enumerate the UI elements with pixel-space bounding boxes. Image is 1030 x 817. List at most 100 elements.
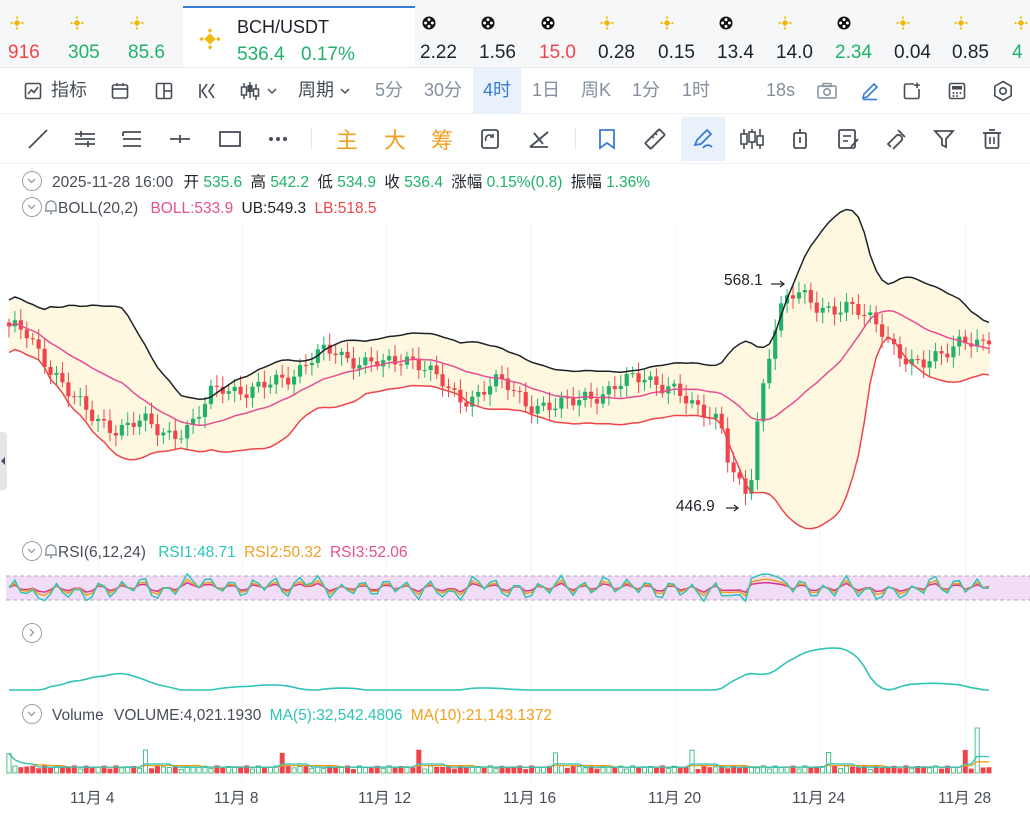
main-chart-toggle[interactable]: 主 <box>335 128 358 153</box>
horizontal-line-tool[interactable] <box>158 117 202 161</box>
volume-bar <box>83 765 89 774</box>
collapse-toggle-icon[interactable] <box>22 704 42 724</box>
volume-bar <box>463 767 469 774</box>
volume-bar <box>345 765 351 774</box>
volume-bar <box>701 765 707 774</box>
volume-bar <box>410 767 416 774</box>
ticker-item[interactable]: 0.85 <box>948 14 1008 67</box>
x-axis-label: 11月 8 <box>214 790 259 807</box>
candle-body <box>327 344 332 354</box>
candle-body <box>951 346 956 358</box>
volume-info: Volume VOLUME:4,021.1930 MA(5):32,542.48… <box>22 704 552 725</box>
note-tool[interactable] <box>826 117 870 161</box>
replay-button[interactable] <box>197 68 217 114</box>
filter-tool[interactable] <box>922 117 966 161</box>
ticker-item[interactable]: 305 <box>64 14 124 67</box>
volume-bar <box>695 768 701 774</box>
expand-toggle-icon[interactable] <box>22 623 42 643</box>
calculator-button[interactable] <box>947 68 967 114</box>
interval-tab[interactable]: 4时 <box>473 68 521 114</box>
volume-bar <box>891 765 897 774</box>
candle-body <box>42 348 47 368</box>
collapse-toggle-icon[interactable] <box>22 171 42 191</box>
ticker-item[interactable]: 0.28 <box>594 14 654 67</box>
ticker-item[interactable]: 14.0 <box>772 14 832 67</box>
candle <box>392 345 398 373</box>
ticker-item[interactable]: 2.34 <box>831 14 891 67</box>
sync-tool[interactable] <box>468 117 512 161</box>
bookmark-tool[interactable] <box>585 117 629 161</box>
rectangle-icon <box>219 131 241 147</box>
position-tool[interactable] <box>778 117 822 161</box>
candle <box>72 391 77 405</box>
amplitude-value: 1.36% <box>606 174 651 191</box>
trend-line-tool[interactable] <box>16 117 60 161</box>
ticker-item[interactable]: 0.15 <box>654 14 714 67</box>
binance-icon <box>600 16 614 30</box>
draw-mode-button[interactable] <box>860 68 880 114</box>
volume-bar <box>137 767 143 774</box>
interval-tab[interactable]: 周K <box>580 80 611 100</box>
interval-tab[interactable]: 1分 <box>631 80 660 100</box>
chart-type-button[interactable] <box>239 68 278 114</box>
interval-tab[interactable]: 1时 <box>681 80 710 100</box>
candle <box>351 346 356 380</box>
candlestick-icon <box>240 82 260 101</box>
ticker-item[interactable]: 4 <box>1008 14 1030 67</box>
period-dropdown[interactable]: 周期 <box>298 68 351 114</box>
candle-pattern-tool[interactable] <box>730 117 774 161</box>
channel-tool[interactable] <box>110 117 154 161</box>
brush-tool[interactable] <box>681 117 725 161</box>
split-view-button[interactable] <box>154 68 174 114</box>
ticker-item[interactable]: 0.04 <box>890 14 950 67</box>
ticker-item[interactable]: 13.4 <box>713 14 773 67</box>
collapse-toggle-icon[interactable] <box>22 541 42 561</box>
candle-body <box>975 339 980 347</box>
ruler-tool[interactable] <box>633 117 677 161</box>
volume-bar <box>386 765 392 774</box>
volume-bar <box>725 768 731 774</box>
ticker-item[interactable]: 85.6 <box>124 14 184 67</box>
screenshot-button[interactable] <box>816 68 838 114</box>
coin-icon <box>422 16 436 30</box>
candle-body <box>291 376 297 385</box>
candle-body <box>541 402 546 406</box>
interval-tab[interactable]: 30分 <box>423 80 463 100</box>
indicator-button[interactable]: 指标 <box>24 68 87 114</box>
big-order-toggle[interactable]: 大 <box>383 128 406 153</box>
side-panel-handle[interactable] <box>0 432 7 490</box>
add-window-button[interactable] <box>902 68 922 114</box>
close-label: 收 <box>384 174 400 191</box>
interval-tab[interactable]: 5分 <box>374 80 403 100</box>
ticker-item[interactable]: 2.22 <box>416 14 476 67</box>
measure-tool[interactable] <box>517 117 561 161</box>
candle-body <box>909 359 914 365</box>
ticker-item[interactable]: 15.0 <box>535 14 595 67</box>
chips-toggle[interactable]: 筹 <box>430 128 453 153</box>
interval-tab[interactable]: 1日 <box>531 80 560 100</box>
volume-bar <box>356 765 362 774</box>
volume-bar <box>208 768 214 774</box>
delete-drawings-button[interactable] <box>970 117 1014 161</box>
candle <box>387 349 392 369</box>
volume-bar <box>54 766 59 774</box>
more-tools-button[interactable] <box>256 117 300 161</box>
collapse-toggle-icon[interactable] <box>22 197 42 217</box>
active-pair-tab[interactable]: BCH/USDT 536.4 0.17% <box>183 6 415 67</box>
bell-icon[interactable] <box>44 199 58 215</box>
rectangle-tool[interactable] <box>208 117 252 161</box>
candle <box>369 347 374 373</box>
parallel-lines-tool[interactable] <box>63 117 107 161</box>
volume-bar <box>665 768 671 774</box>
layout-button[interactable] <box>110 68 130 114</box>
ticker-item[interactable]: 1.56 <box>475 14 535 67</box>
volume-bar <box>30 765 36 774</box>
magnet-tool[interactable] <box>874 117 918 161</box>
boll-mid-line <box>8 309 990 427</box>
x-axis-label: 11月 28 <box>938 790 992 807</box>
pencil-icon <box>861 83 879 101</box>
bell-icon[interactable] <box>44 543 58 559</box>
settings-button[interactable] <box>992 68 1014 114</box>
ticker-item[interactable]: 916 <box>4 14 64 67</box>
